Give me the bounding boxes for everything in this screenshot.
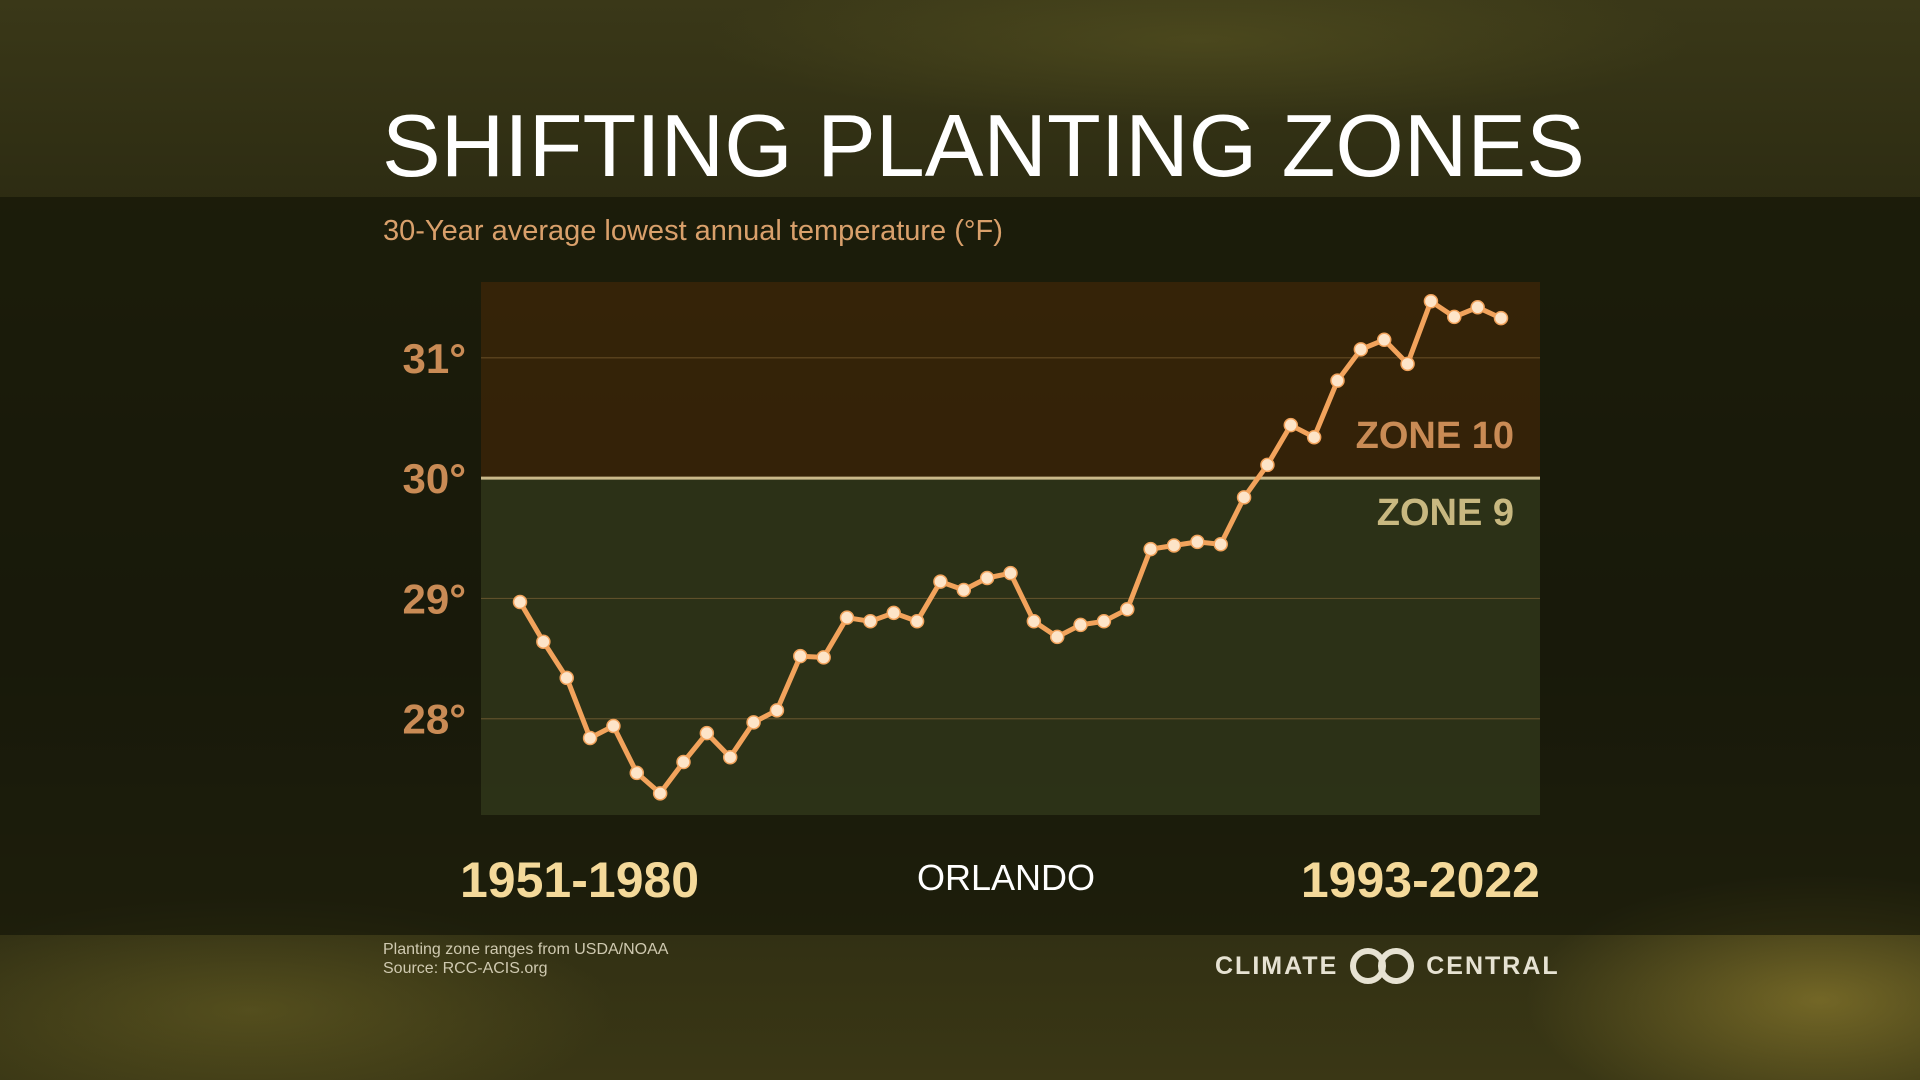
data-point bbox=[512, 594, 528, 610]
y-tick-label-30: 30° bbox=[402, 455, 466, 502]
data-point bbox=[559, 670, 574, 686]
data-point bbox=[606, 718, 621, 734]
data-point bbox=[536, 634, 551, 649]
data-point bbox=[956, 582, 972, 598]
data-point bbox=[979, 570, 995, 586]
page-title: SHIFTING PLANTING ZONES bbox=[382, 96, 1585, 195]
data-point bbox=[1400, 356, 1415, 372]
zone-9-label: ZONE 9 bbox=[1377, 492, 1514, 534]
chart-subtitle: 30-Year average lowest annual temperatur… bbox=[383, 215, 1003, 247]
data-point bbox=[699, 725, 715, 741]
data-point bbox=[1260, 457, 1275, 473]
data-point bbox=[1026, 614, 1042, 629]
data-point bbox=[1073, 617, 1088, 633]
location-label: ORLANDO bbox=[917, 857, 1095, 898]
x-start-period-label: 1951-1980 bbox=[460, 852, 699, 908]
climate-central-logo: CLIMATE CENTRAL bbox=[1215, 946, 1560, 986]
data-point bbox=[1493, 310, 1509, 326]
data-point bbox=[1376, 332, 1392, 348]
data-point bbox=[1306, 429, 1322, 445]
data-point bbox=[1283, 417, 1299, 433]
grid-lines bbox=[481, 357, 1540, 720]
zone-9-region bbox=[481, 478, 1540, 815]
y-axis-tick-labels: 28° 29° 30° 31° bbox=[402, 335, 466, 743]
x-end-period-label: 1993-2022 bbox=[1301, 852, 1540, 908]
zone-10-label: ZONE 10 bbox=[1356, 415, 1514, 457]
data-point bbox=[582, 730, 598, 746]
y-tick-label-28: 28° bbox=[402, 696, 466, 743]
data-point bbox=[909, 614, 925, 629]
data-point bbox=[793, 648, 808, 664]
data-point bbox=[676, 754, 691, 770]
footnote-zone-source: Planting zone ranges from USDA/NOAA bbox=[383, 941, 669, 958]
data-point bbox=[816, 650, 831, 665]
logo-rings-icon bbox=[1350, 948, 1415, 984]
data-point bbox=[722, 749, 738, 765]
data-point bbox=[1120, 602, 1135, 617]
y-tick-label-31: 31° bbox=[402, 335, 466, 382]
data-point bbox=[1049, 629, 1065, 645]
data-point bbox=[1143, 541, 1158, 557]
data-point bbox=[1236, 490, 1252, 505]
y-tick-label-29: 29° bbox=[402, 575, 466, 622]
data-point bbox=[1353, 342, 1369, 357]
footnote-data-source: Source: RCC-ACIS.org bbox=[383, 960, 548, 977]
data-point bbox=[1423, 294, 1439, 309]
data-point bbox=[863, 614, 878, 629]
data-point bbox=[1330, 373, 1345, 388]
data-point bbox=[1003, 565, 1018, 581]
data-point bbox=[652, 786, 668, 801]
data-point bbox=[769, 703, 785, 718]
data-point bbox=[746, 715, 761, 730]
data-point bbox=[629, 765, 645, 781]
logo-word-right: CENTRAL bbox=[1426, 951, 1560, 980]
data-point bbox=[1166, 538, 1182, 553]
data-point bbox=[1447, 309, 1462, 325]
data-points bbox=[512, 294, 1509, 801]
data-point bbox=[1213, 537, 1228, 552]
data-point bbox=[886, 605, 901, 621]
logo-word-left: CLIMATE bbox=[1215, 951, 1339, 980]
data-point bbox=[933, 574, 948, 589]
zone-10-region bbox=[481, 282, 1540, 479]
data-point bbox=[1470, 300, 1485, 315]
data-point bbox=[839, 610, 855, 625]
data-point bbox=[1190, 534, 1205, 550]
data-point bbox=[1096, 614, 1112, 629]
footnote: Planting zone ranges from USDA/NOAA Sour… bbox=[383, 940, 668, 978]
